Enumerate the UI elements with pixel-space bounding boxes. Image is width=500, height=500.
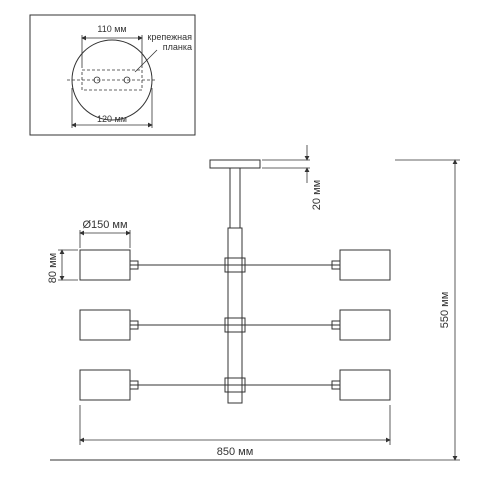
inset-bracket-label-2: планка [163,42,192,52]
inset-base-diameter: 120 мм [97,114,127,124]
inset-bracket-width: 110 мм [97,24,126,34]
inset-bracket-label-1: крепежная [147,32,192,42]
total-height: 550 мм [439,292,451,329]
canopy-height: 20 мм [311,180,323,210]
shade-diameter: Ø150 мм [82,219,127,231]
shade-height: 80 мм [47,253,59,283]
total-width: 850 мм [217,446,254,458]
